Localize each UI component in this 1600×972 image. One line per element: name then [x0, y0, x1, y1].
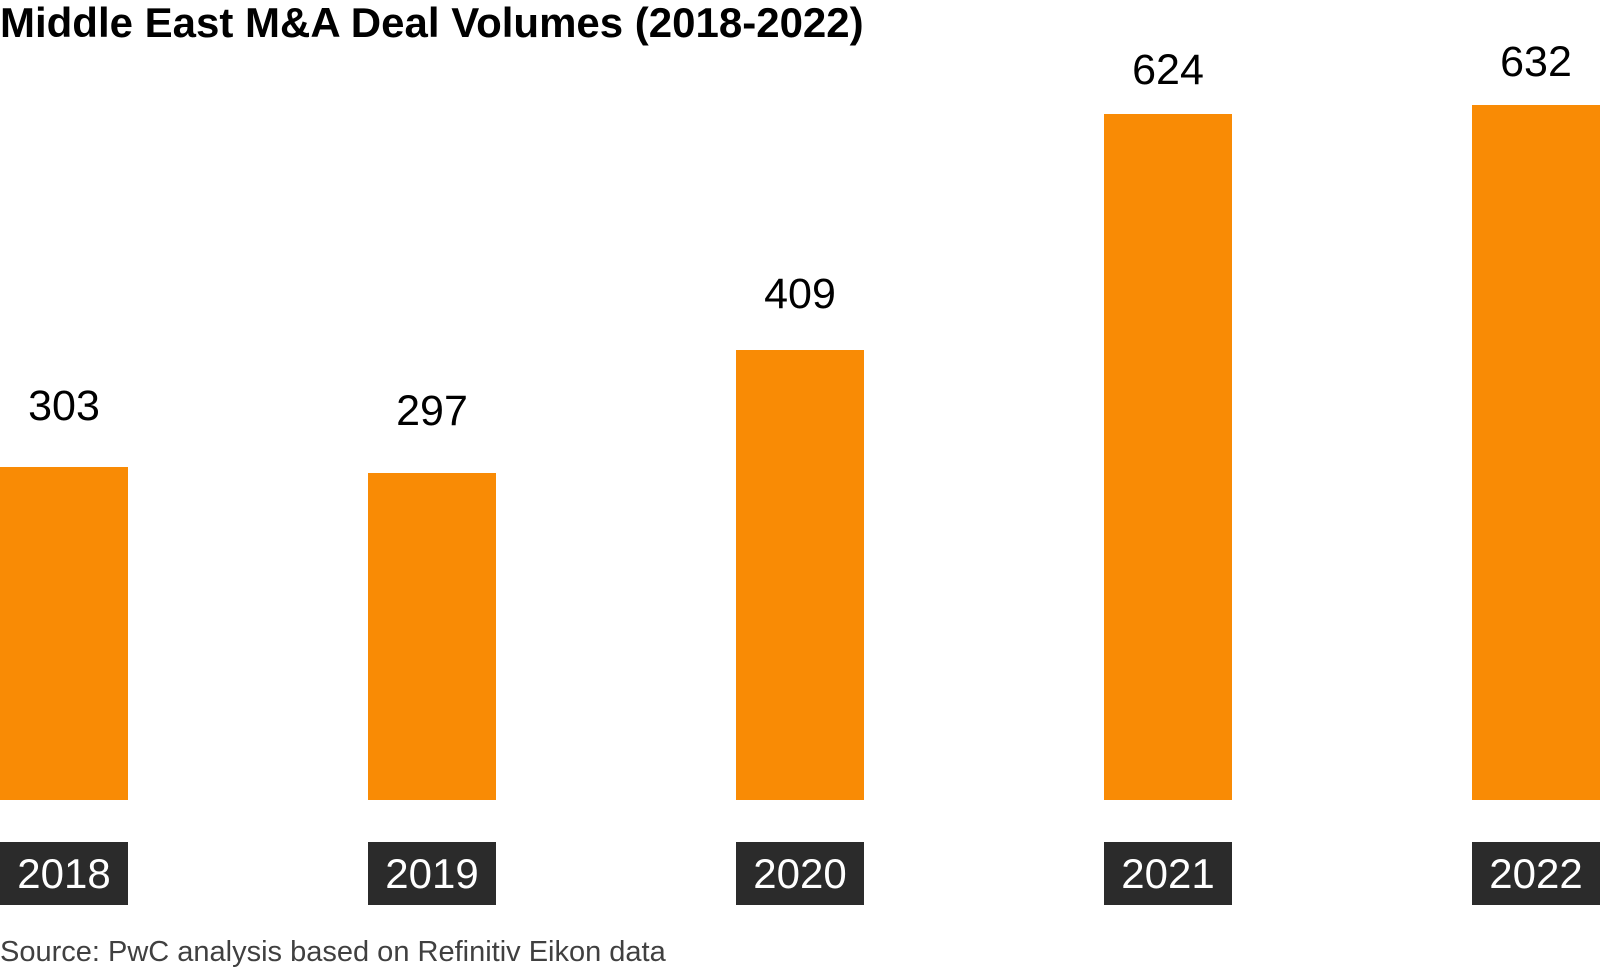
- chart-title: Middle East M&A Deal Volumes (2018-2022): [0, 0, 864, 46]
- bar-group-2022: 632 2022: [1472, 0, 1600, 905]
- bar-axis-gap: [736, 800, 864, 842]
- category-label-2020: 2020: [736, 842, 864, 905]
- plot-area: 303 2018 297 2019 409 2020 624 2021 632 2022: [0, 0, 1600, 905]
- bar-group-2020: 409 2020: [736, 0, 864, 905]
- bar-axis-gap: [368, 800, 496, 842]
- bar-2022: [1472, 105, 1600, 800]
- bar-2020: [736, 350, 864, 800]
- bar-axis-gap: [0, 800, 128, 842]
- category-label-2018: 2018: [0, 842, 128, 905]
- bar-group-2018: 303 2018: [0, 0, 128, 905]
- bar-value-label-2018: 303: [28, 382, 100, 430]
- bar-value-label-2022: 632: [1500, 38, 1572, 86]
- bar-axis-gap: [1472, 800, 1600, 842]
- category-label-2021: 2021: [1104, 842, 1232, 905]
- bar-2021: [1104, 114, 1232, 800]
- bar-value-label-2020: 409: [764, 270, 836, 318]
- bar-group-2019: 297 2019: [368, 0, 496, 905]
- category-label-2019: 2019: [368, 842, 496, 905]
- bar-2019: [368, 473, 496, 800]
- bar-axis-gap: [1104, 800, 1232, 842]
- category-label-2022: 2022: [1472, 842, 1600, 905]
- bar-group-2021: 624 2021: [1104, 0, 1232, 905]
- bar-value-label-2021: 624: [1132, 46, 1204, 94]
- source-note: Source: PwC analysis based on Refinitiv …: [0, 936, 666, 968]
- bar-2018: [0, 467, 128, 800]
- bar-value-label-2019: 297: [396, 387, 468, 435]
